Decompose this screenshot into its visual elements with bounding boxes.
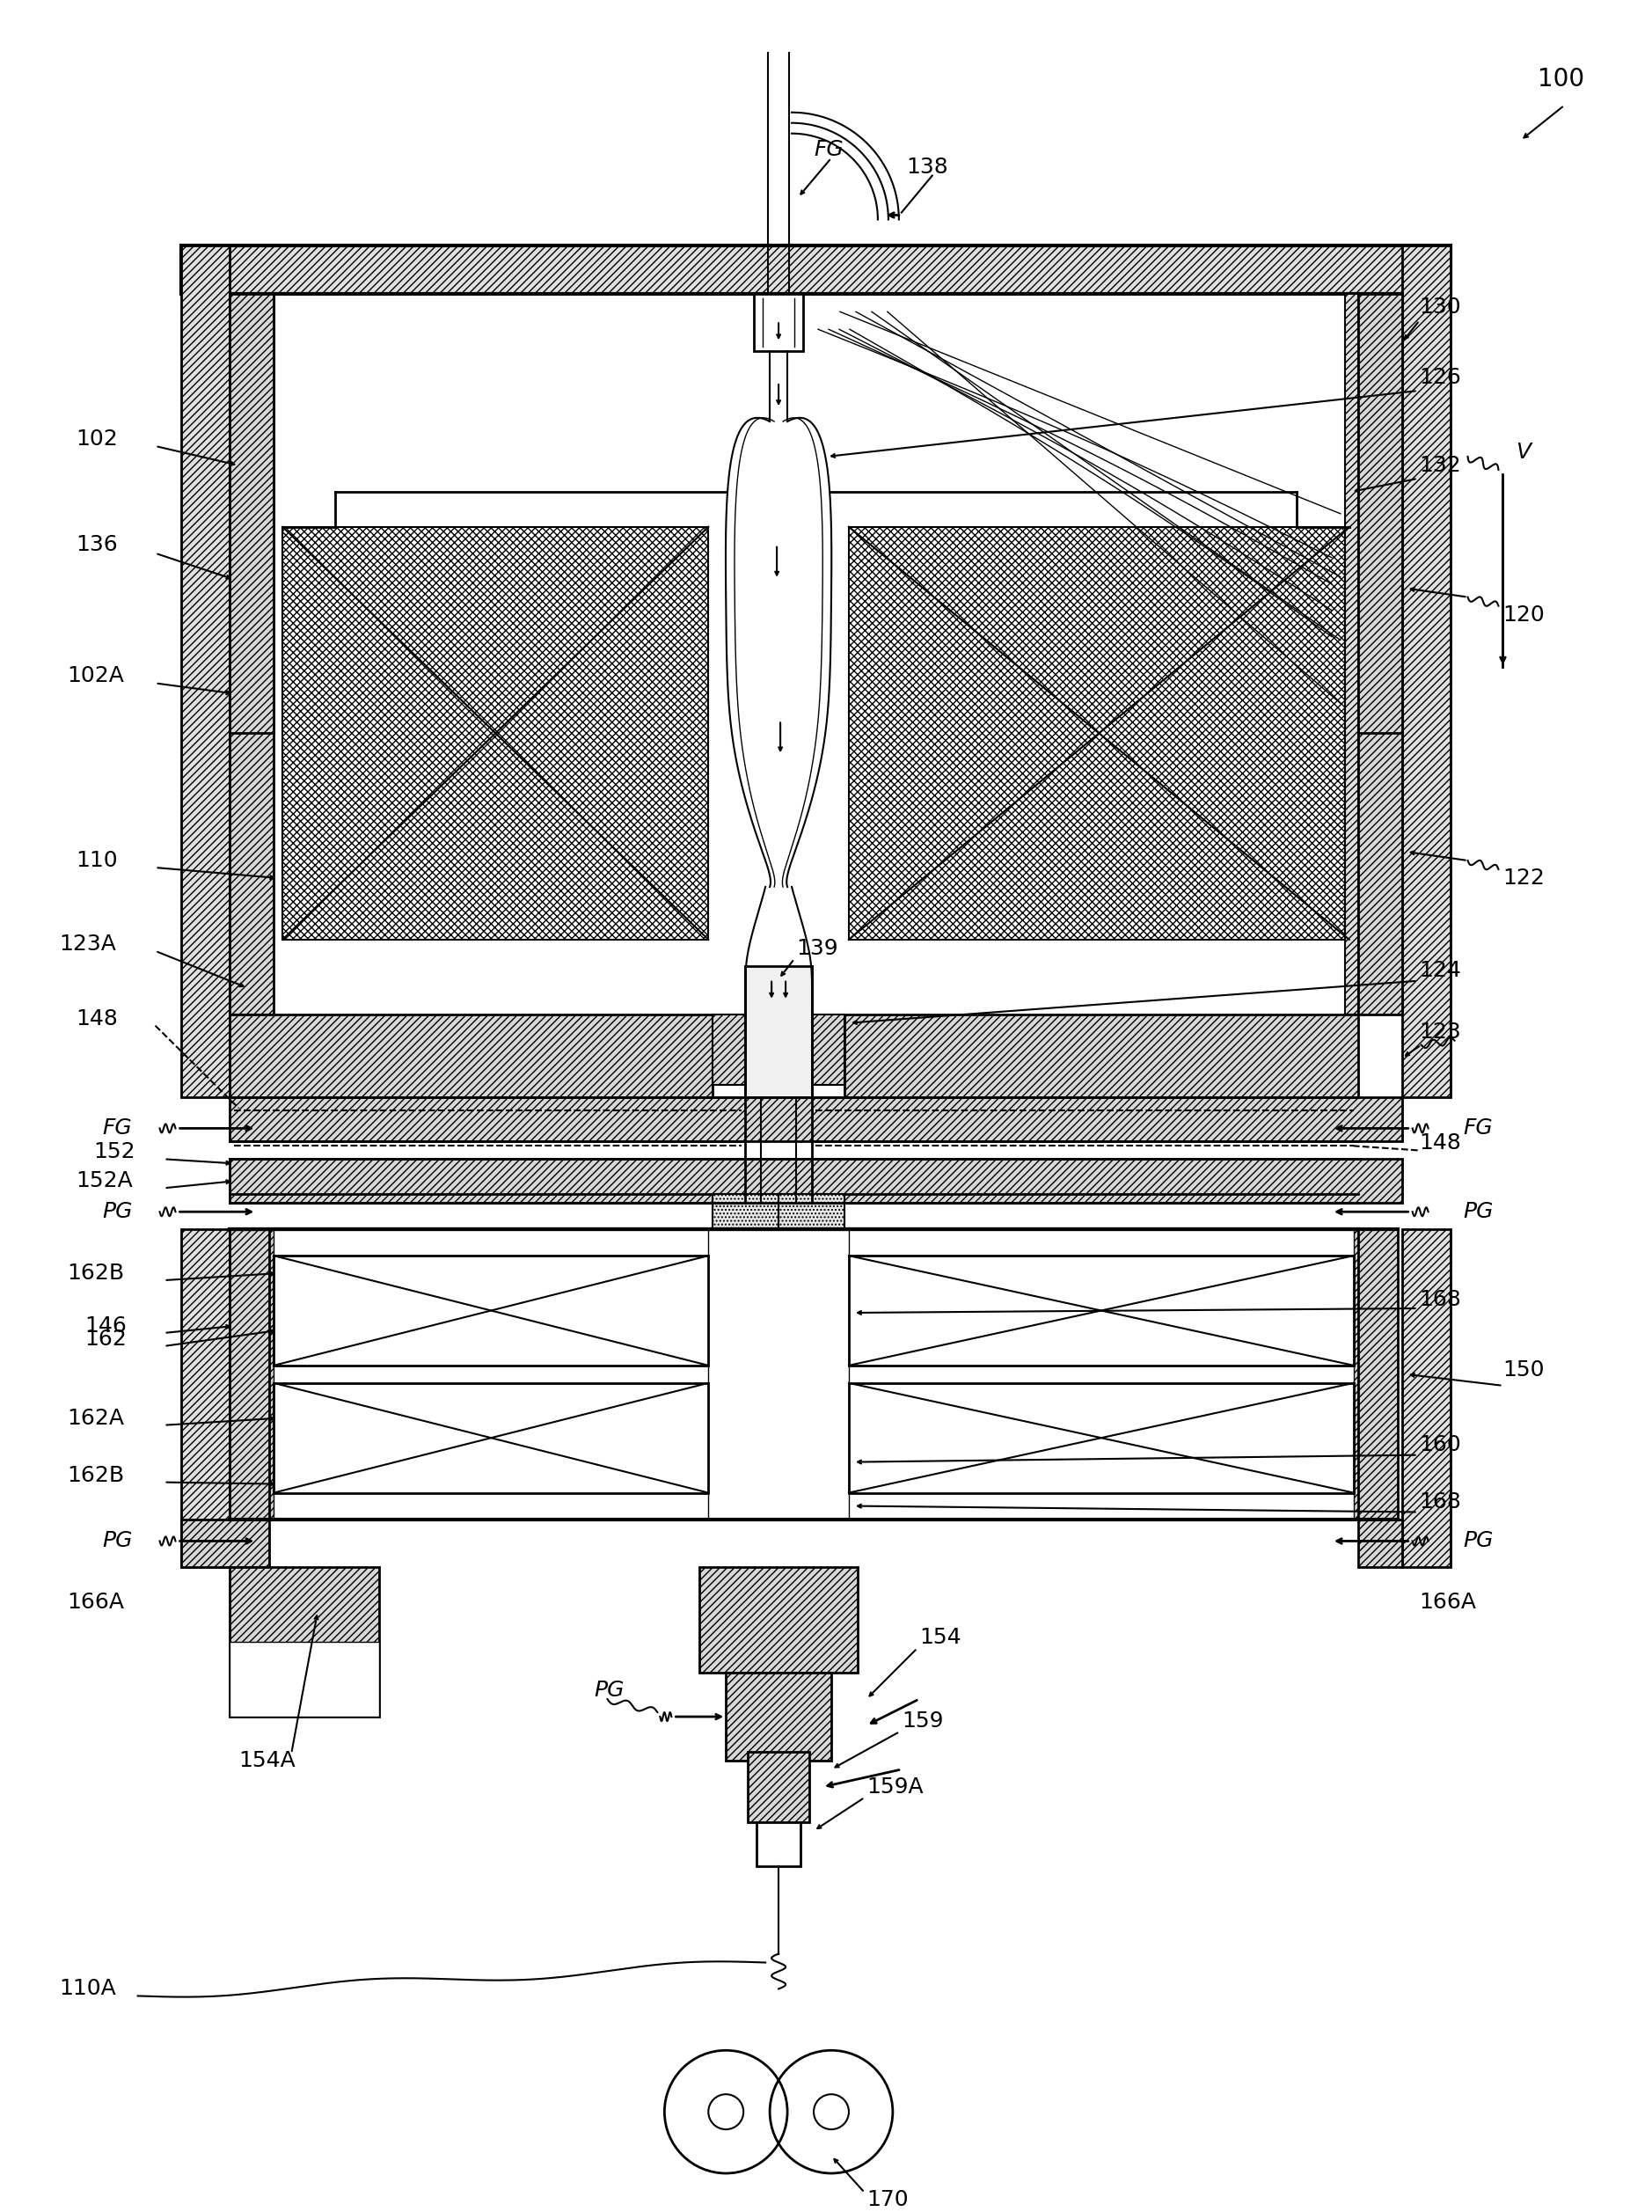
Text: 159: 159 [902, 1710, 943, 1732]
Bar [230, 1568, 380, 1717]
Text: FG: FG [814, 139, 844, 159]
Bar [230, 294, 274, 732]
Bar [699, 1568, 857, 1672]
Text: 122: 122 [1503, 867, 1545, 889]
Text: PG: PG [102, 1531, 132, 1551]
Bar [230, 1015, 712, 1097]
Text: PG: PG [1464, 1531, 1493, 1551]
Text: 162: 162 [84, 1329, 127, 1349]
Text: 102A: 102A [68, 666, 124, 686]
Text: 160: 160 [1419, 1433, 1462, 1455]
Text: 148: 148 [76, 1009, 119, 1029]
Text: 138: 138 [905, 157, 948, 177]
Bar [274, 1382, 709, 1493]
Bar [182, 1520, 269, 1568]
Bar [748, 1752, 809, 1823]
Bar [230, 1159, 1403, 1203]
Bar [230, 1641, 380, 1717]
Bar [753, 294, 803, 352]
Text: 162A: 162A [68, 1407, 124, 1429]
Text: PG: PG [595, 1679, 624, 1701]
Text: 139: 139 [796, 938, 838, 960]
Text: 130: 130 [1419, 296, 1462, 319]
Bar [1358, 294, 1403, 732]
Text: 146: 146 [84, 1316, 127, 1336]
Text: 166A: 166A [1419, 1593, 1477, 1613]
Text: 166A: 166A [68, 1593, 124, 1613]
Bar [712, 1194, 778, 1230]
Text: 152A: 152A [76, 1170, 134, 1192]
Bar [1403, 246, 1450, 1097]
Text: FG: FG [102, 1117, 132, 1139]
Text: 136: 136 [76, 533, 119, 555]
Text: 123A: 123A [59, 933, 116, 956]
Text: 132: 132 [1419, 456, 1462, 476]
Bar [1358, 1230, 1398, 1520]
Text: 170: 170 [866, 2190, 909, 2210]
Bar [274, 1256, 709, 1365]
Bar [230, 1230, 269, 1520]
Text: 162B: 162B [68, 1263, 126, 1283]
Bar [1358, 1520, 1403, 1568]
Bar [849, 1382, 1353, 1493]
Text: 100: 100 [1538, 66, 1584, 91]
Bar [269, 1230, 274, 1520]
Bar [282, 526, 709, 940]
Text: 152: 152 [94, 1141, 135, 1164]
Text: 168: 168 [1419, 1290, 1462, 1310]
Bar [811, 1015, 844, 1084]
Bar [745, 967, 811, 1097]
Bar [1345, 294, 1358, 1015]
Bar [849, 1256, 1353, 1365]
Text: 120: 120 [1503, 604, 1545, 626]
Text: FG: FG [1464, 1117, 1493, 1139]
Bar [230, 294, 274, 1015]
Text: V: V [1517, 442, 1531, 462]
Text: 154: 154 [919, 1628, 961, 1648]
Text: PG: PG [102, 1201, 132, 1223]
Text: 154A: 154A [238, 1750, 296, 1772]
Bar [230, 1097, 1403, 1141]
Text: 123: 123 [1419, 1022, 1462, 1042]
Bar [182, 246, 230, 1097]
Bar [757, 1823, 801, 1867]
Text: PG: PG [1464, 1201, 1493, 1223]
Bar [1358, 294, 1403, 1015]
Text: 110A: 110A [59, 1978, 116, 2000]
Text: 168: 168 [1419, 1491, 1462, 1513]
Bar [778, 1194, 844, 1230]
Text: 150: 150 [1503, 1360, 1545, 1380]
Text: 126: 126 [1419, 367, 1462, 387]
Bar [849, 526, 1350, 940]
Bar [1403, 1230, 1450, 1568]
Text: 162B: 162B [68, 1464, 126, 1486]
Text: 102: 102 [76, 429, 119, 449]
Text: 110: 110 [76, 849, 119, 872]
Bar [1353, 1230, 1358, 1520]
Bar [844, 1015, 1358, 1097]
Text: 159A: 159A [866, 1776, 923, 1798]
Bar [182, 1230, 230, 1568]
Text: 124: 124 [1419, 960, 1462, 980]
Bar [725, 1672, 831, 1761]
Bar [712, 1015, 745, 1084]
Text: 148: 148 [1419, 1133, 1462, 1155]
Bar [182, 246, 1450, 294]
